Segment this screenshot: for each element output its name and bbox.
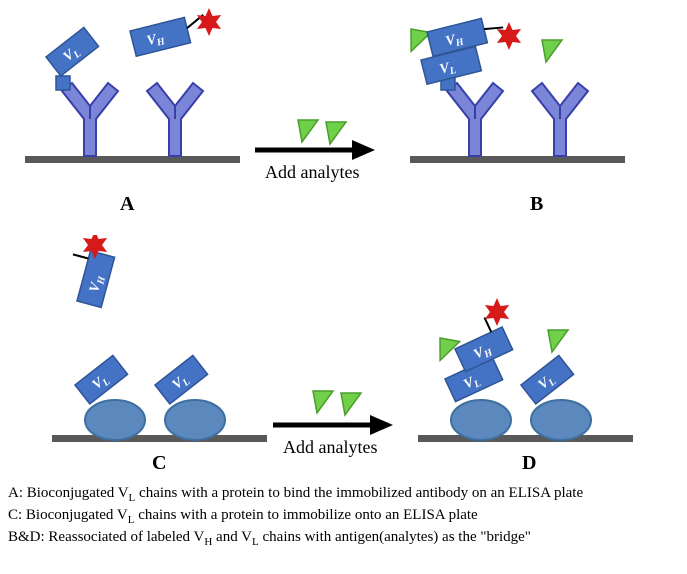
plate-d <box>418 435 633 442</box>
analyte-bottom-1 <box>313 391 333 413</box>
vl-box-c-1: VL <box>75 355 128 403</box>
caption-area: A: Bioconjugated V L chains with a protei… <box>8 484 679 549</box>
label-b: B <box>530 193 543 216</box>
caption-bd-post: chains with antigen(analytes) as the "br… <box>259 529 531 545</box>
star-a <box>197 8 221 36</box>
vl-box-d-2: VL <box>521 355 574 403</box>
caption-c-pre: C: Bioconjugated V <box>8 507 128 523</box>
caption-c-post: chains with a protein to immobilize onto… <box>134 507 477 523</box>
ball-c-1 <box>85 400 145 440</box>
caption-a: A: Bioconjugated VL chains with a protei… <box>8 484 679 506</box>
star-b <box>497 22 521 50</box>
arrow-top <box>255 140 375 160</box>
vl-box-a: VL <box>46 27 99 75</box>
caption-bd: B&D: Reassociated of labeled VH and VL c… <box>8 528 679 550</box>
ball-d-1 <box>451 400 511 440</box>
arrow-label-bottom: Add analytes <box>283 437 377 458</box>
antibody-b-2 <box>532 83 588 156</box>
plate-c <box>52 435 267 442</box>
vh-box-c: VH <box>62 247 115 308</box>
label-c: C <box>152 452 166 475</box>
ball-c-2 <box>165 400 225 440</box>
caption-a-post: chains with a protein to bind the immobi… <box>135 485 583 501</box>
star-d <box>485 298 509 326</box>
diagram-area: VL VH <box>0 0 687 475</box>
vh-box-a: VH <box>130 13 209 56</box>
label-d: D <box>522 452 536 475</box>
antibody-b-1 <box>441 76 503 156</box>
caption-c: C: Bioconjugated VL chains with a protei… <box>8 506 679 528</box>
analyte-top-1 <box>298 120 318 142</box>
caption-bd-mid: and V <box>212 529 252 545</box>
plate-b <box>410 156 625 163</box>
plate-a <box>25 156 240 163</box>
arrow-label-top: Add analytes <box>265 162 359 183</box>
antibody-a-2 <box>147 83 203 156</box>
analyte-top-2 <box>326 122 346 144</box>
caption-bd-sub2: L <box>252 536 259 548</box>
analyte-b-free <box>542 40 562 62</box>
analyte-d-free <box>548 330 568 352</box>
caption-bd-pre: B&D: Reassociated of labeled V <box>8 529 204 545</box>
caption-a-pre: A: Bioconjugated V <box>8 485 129 501</box>
top-row-svg: VL VH <box>0 0 687 220</box>
label-a: A <box>120 193 134 216</box>
antibody-a-1 <box>56 76 118 156</box>
ball-d-2 <box>531 400 591 440</box>
analyte-bottom-2 <box>341 393 361 415</box>
arrow-bottom <box>273 415 393 435</box>
vl-box-c-2: VL <box>155 355 208 403</box>
